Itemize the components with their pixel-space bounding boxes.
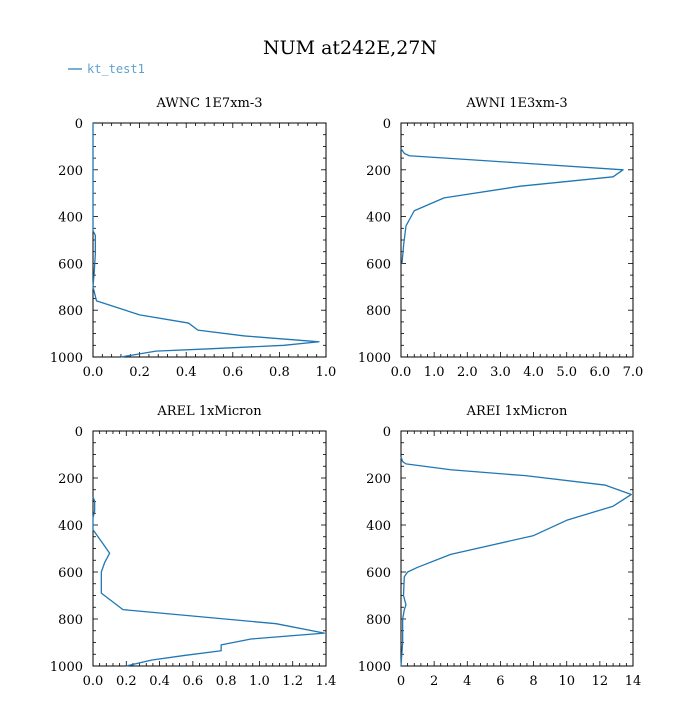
x-tick-label: 6.0 bbox=[590, 365, 611, 380]
x-tick-label: 10 bbox=[558, 674, 575, 689]
y-tick-label: 0 bbox=[75, 425, 83, 440]
y-tick-label: 0 bbox=[75, 117, 83, 132]
plot-frame bbox=[401, 431, 633, 666]
x-tick-label: 3.0 bbox=[490, 365, 511, 380]
y-tick-label: 0 bbox=[383, 117, 391, 132]
plot-frame bbox=[93, 431, 326, 666]
panel-4: AREI 1xMicron 0 2 4 6 8 10 12 14 0 200 400 600 800 100… bbox=[358, 404, 641, 689]
y-tick-label: 400 bbox=[366, 211, 391, 226]
y-tick-label: 800 bbox=[58, 613, 83, 628]
x-tick-label: 0.4 bbox=[176, 365, 197, 380]
x-tick-label: 1.0 bbox=[249, 674, 270, 689]
x-tick-label: 0 bbox=[397, 674, 405, 689]
y-tick-label: 800 bbox=[58, 304, 83, 319]
y-tick-label: 1000 bbox=[358, 660, 391, 675]
y-tick-label: 200 bbox=[58, 472, 83, 487]
y-tick-label: 400 bbox=[366, 519, 391, 534]
x-tick-label: 1.4 bbox=[316, 674, 337, 689]
series-line-kt_test1 bbox=[401, 149, 623, 264]
x-tick-label: 0.2 bbox=[129, 365, 150, 380]
y-tick-label: 1000 bbox=[50, 660, 83, 675]
y-tick-label: 200 bbox=[58, 164, 83, 179]
y-tick-label: 800 bbox=[366, 304, 391, 319]
series-line-kt_test1 bbox=[93, 497, 324, 666]
y-tick-label: 400 bbox=[58, 519, 83, 534]
x-tick-label: 2 bbox=[430, 674, 438, 689]
x-tick-label: 14 bbox=[625, 674, 642, 689]
y-tick-label: 600 bbox=[366, 566, 391, 581]
x-tick-label: 8 bbox=[529, 674, 537, 689]
x-tick-label: 0.0 bbox=[83, 365, 104, 380]
panel-2: AWNI 1E3xm-3 0.0 1.0 2.0 3.0 4.0 5.0 6.0 7.0 0 200… bbox=[358, 96, 643, 380]
x-tick-label: 1.2 bbox=[282, 674, 303, 689]
panel-title: AWNC 1E7xm-3 bbox=[155, 96, 262, 111]
y-tick-label: 0 bbox=[383, 425, 391, 440]
x-tick-label: 0.8 bbox=[216, 674, 237, 689]
x-tick-label: 0.4 bbox=[149, 674, 170, 689]
y-tick-label: 200 bbox=[366, 164, 391, 179]
x-tick-label: 12 bbox=[592, 674, 609, 689]
x-tick-label: 4 bbox=[463, 674, 471, 689]
series-line-kt_test1 bbox=[401, 457, 631, 666]
x-tick-label: 0.0 bbox=[391, 365, 412, 380]
y-tick-label: 600 bbox=[58, 566, 83, 581]
x-tick-label: 6 bbox=[496, 674, 504, 689]
legend: kt_test1 bbox=[68, 62, 145, 76]
panel-3: AREL 1xMicron 0.0 0.2 0.4 0.6 0.8 1.0 1.2 1.4 0 20… bbox=[50, 404, 336, 689]
panel-1: AWNC 1E7xm-3 0.0 0.2 0.4 0.6 0.8 1.0 0 200 400 600… bbox=[50, 96, 336, 380]
y-tick-label: 600 bbox=[366, 257, 391, 272]
x-tick-label: 0.8 bbox=[269, 365, 290, 380]
series-line-kt_test1 bbox=[93, 123, 319, 357]
plot-frame bbox=[93, 123, 326, 357]
y-tick-label: 800 bbox=[366, 613, 391, 628]
x-tick-label: 0.0 bbox=[83, 674, 104, 689]
legend-label: kt_test1 bbox=[87, 62, 145, 76]
x-tick-label: 0.2 bbox=[116, 674, 137, 689]
y-tick-label: 400 bbox=[58, 211, 83, 226]
y-tick-label: 1000 bbox=[50, 351, 83, 366]
y-tick-label: 600 bbox=[58, 257, 83, 272]
y-tick-label: 1000 bbox=[358, 351, 391, 366]
x-tick-label: 2.0 bbox=[457, 365, 478, 380]
x-tick-label: 1.0 bbox=[424, 365, 445, 380]
figure-title: NUM at242E,27N bbox=[263, 37, 437, 59]
x-tick-label: 0.6 bbox=[222, 365, 243, 380]
x-tick-label: 1.0 bbox=[316, 365, 337, 380]
panel-title: AREL 1xMicron bbox=[156, 404, 262, 419]
panel-title: AWNI 1E3xm-3 bbox=[465, 96, 567, 111]
x-tick-label: 4.0 bbox=[523, 365, 544, 380]
x-tick-label: 0.6 bbox=[183, 674, 204, 689]
y-tick-label: 200 bbox=[366, 472, 391, 487]
x-tick-label: 5.0 bbox=[556, 365, 577, 380]
panel-title: AREI 1xMicron bbox=[466, 404, 568, 419]
x-tick-label: 7.0 bbox=[623, 365, 644, 380]
